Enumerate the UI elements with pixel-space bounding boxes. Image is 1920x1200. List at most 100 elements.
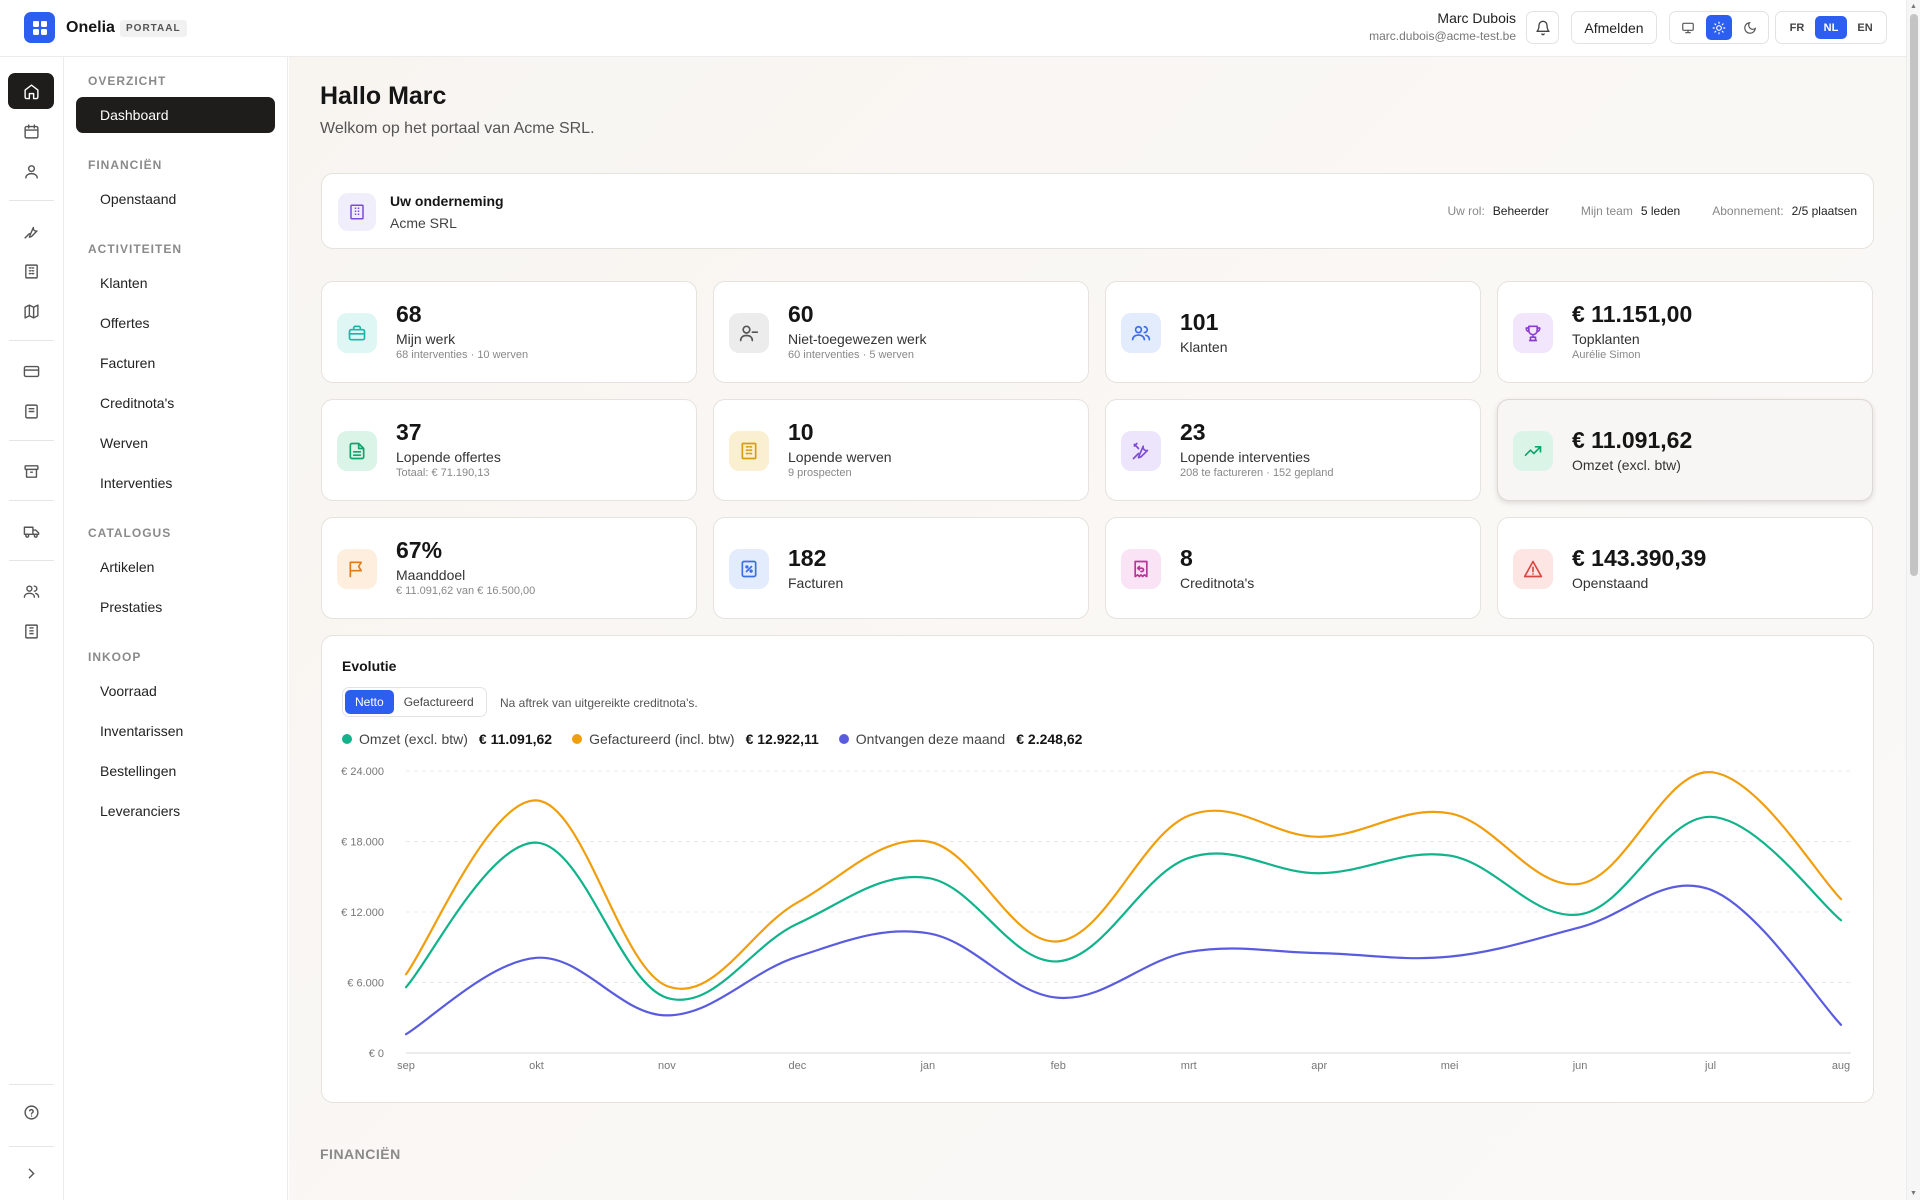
rail-payments[interactable]: [8, 353, 54, 389]
language-en-button[interactable]: EN: [1857, 21, 1873, 34]
nav-item-dashboard[interactable]: Dashboard: [76, 97, 275, 133]
notifications-button[interactable]: [1526, 11, 1559, 44]
rail-divider: [9, 1084, 54, 1085]
stat-card[interactable]: 23 Lopende interventies 208 te factureren …: [1105, 399, 1481, 501]
rail-invoices[interactable]: [8, 393, 54, 429]
stat-card[interactable]: 182 Facturen: [713, 517, 1089, 619]
stat-subtext: Totaal: € 71.190,13: [396, 467, 490, 479]
scroll-thumb[interactable]: [1910, 14, 1918, 576]
x-tick-label: jan: [919, 1060, 935, 1072]
company-icon-box: [338, 193, 376, 231]
app-badge: PORTAAL: [120, 20, 187, 37]
stat-text: 8 Creditnota's: [1180, 518, 1254, 618]
stat-icon-box: [1513, 313, 1553, 353]
theme-light-button[interactable]: [1705, 15, 1732, 40]
theme-system-button[interactable]: [1675, 15, 1701, 40]
rail-expand-button[interactable]: [8, 1155, 54, 1191]
stat-value: 60: [788, 301, 814, 327]
nav-item-creditnotas[interactable]: Creditnota's: [100, 395, 175, 411]
alert-triangle-icon: [1523, 560, 1543, 578]
rail-delivery[interactable]: [8, 513, 54, 549]
language-fr-button[interactable]: FR: [1789, 21, 1805, 34]
nav-item-leveranciers[interactable]: Leveranciers: [100, 803, 181, 819]
y-tick-label: € 24.000: [341, 766, 384, 778]
language-nl-button[interactable]: NL: [1815, 16, 1847, 39]
nav-item-inventarissen[interactable]: Inventarissen: [100, 723, 184, 739]
stat-card[interactable]: € 11.151,00 Topklanten Aurélie Simon: [1497, 281, 1873, 383]
stat-label: Lopende werven: [788, 449, 892, 465]
page-scrollbar[interactable]: ▲ ▼: [1906, 0, 1920, 1200]
nav-item-bestellingen[interactable]: Bestellingen: [100, 763, 177, 779]
stat-icon-box: [1121, 313, 1161, 353]
stat-subtext: 60 interventies · 5 werven: [788, 349, 914, 361]
nav-item-artikelen[interactable]: Artikelen: [100, 559, 155, 575]
stat-card[interactable]: 10 Lopende werven 9 prospecten: [713, 399, 1089, 501]
scroll-down-icon[interactable]: ▼: [1910, 1190, 1917, 1197]
nav-section-title: CATALOGUS: [88, 526, 172, 540]
users-icon: [23, 584, 39, 598]
stat-card[interactable]: € 143.390,39 Openstaand: [1497, 517, 1873, 619]
stat-label: Lopende offertes: [396, 449, 501, 465]
nav-item-prestaties[interactable]: Prestaties: [100, 599, 163, 615]
chevron-right-icon: [28, 1168, 35, 1178]
trending-up-icon: [1524, 446, 1542, 456]
stat-card[interactable]: 101 Klanten: [1105, 281, 1481, 383]
stat-card[interactable]: € 11.091,62 Omzet (excl. btw): [1497, 399, 1873, 501]
stat-card[interactable]: 37 Lopende offertes Totaal: € 71.190,13: [321, 399, 697, 501]
nav-item-offertes[interactable]: Offertes: [100, 315, 150, 331]
map-icon: [23, 303, 39, 319]
rail-calendar[interactable]: [8, 113, 54, 149]
theme-dark-button[interactable]: [1737, 15, 1763, 40]
subscription-value: 2/5 plaatsen: [1791, 204, 1857, 218]
rail-map[interactable]: [8, 293, 54, 329]
legend-value: € 12.922,11: [745, 731, 819, 747]
user-icon: [24, 164, 38, 179]
moon-icon: [1743, 21, 1756, 34]
stat-icon-box: [1513, 431, 1553, 471]
nav-item-werven[interactable]: Werven: [100, 435, 148, 451]
y-tick-label: € 0: [369, 1048, 384, 1060]
nav-item-facturen[interactable]: Facturen: [100, 355, 156, 371]
tab-netto[interactable]: Netto: [345, 690, 394, 714]
x-tick-label: okt: [529, 1060, 544, 1072]
rail-team[interactable]: [8, 573, 54, 609]
rail-sites[interactable]: [8, 253, 54, 289]
rail-home[interactable]: [8, 73, 54, 109]
nav-item-openstaand[interactable]: Openstaand: [100, 191, 177, 207]
logout-button[interactable]: Afmelden: [1571, 11, 1657, 44]
stat-card[interactable]: 67% Maanddoel € 11.091,62 van € 16.500,00: [321, 517, 697, 619]
top-bar: Onelia PORTAAL Marc Dubois marc.dubois@a…: [0, 0, 1906, 57]
theme-switcher: [1669, 11, 1769, 44]
app-logo[interactable]: [24, 12, 55, 43]
rail-tools[interactable]: [8, 213, 54, 249]
rail-company[interactable]: [8, 613, 54, 649]
nav-section-title: FINANCIËN: [88, 158, 163, 172]
stat-card[interactable]: 68 Mijn werk 68 interventies · 10 werven: [321, 281, 697, 383]
rail-divider: [9, 560, 54, 561]
stat-label: Topklanten: [1572, 331, 1640, 347]
stat-card[interactable]: 60 Niet-toegewezen werk 60 interventies · …: [713, 281, 1089, 383]
user-minus-icon: [739, 325, 759, 342]
file-text-icon: [349, 442, 365, 460]
tab-gefactureerd[interactable]: Gefactureerd: [403, 695, 474, 709]
y-tick-label: € 6.000: [347, 978, 384, 990]
icon-rail: [0, 57, 64, 1200]
stat-card[interactable]: 8 Creditnota's: [1105, 517, 1481, 619]
stat-subtext: Aurélie Simon: [1572, 349, 1641, 361]
legend-item: Gefactureerd (incl. btw) € 12.922,11: [572, 731, 819, 747]
scroll-up-icon[interactable]: ▲: [1910, 3, 1917, 10]
bell-icon: [1535, 20, 1550, 35]
credit-card-icon: [23, 365, 39, 377]
rail-user[interactable]: [8, 153, 54, 189]
flag-icon: [349, 561, 362, 578]
legend-item: Ontvangen deze maand € 2.248,62: [838, 731, 1082, 747]
x-tick-label: sep: [397, 1060, 415, 1072]
rail-stock[interactable]: [8, 453, 54, 489]
legend-item: Omzet (excl. btw) € 11.091,62: [342, 731, 552, 747]
nav-item-interventies[interactable]: Interventies: [100, 475, 173, 491]
stat-text: € 11.091,62 Omzet (excl. btw): [1572, 400, 1692, 500]
nav-item-klanten[interactable]: Klanten: [100, 275, 148, 291]
rail-help[interactable]: [8, 1094, 54, 1130]
evolution-chart: € 0 € 6.000 € 12.000 € 18.000 € 24.000 sep okt…: [341, 766, 1851, 1072]
nav-item-voorraad[interactable]: Voorraad: [100, 683, 157, 699]
